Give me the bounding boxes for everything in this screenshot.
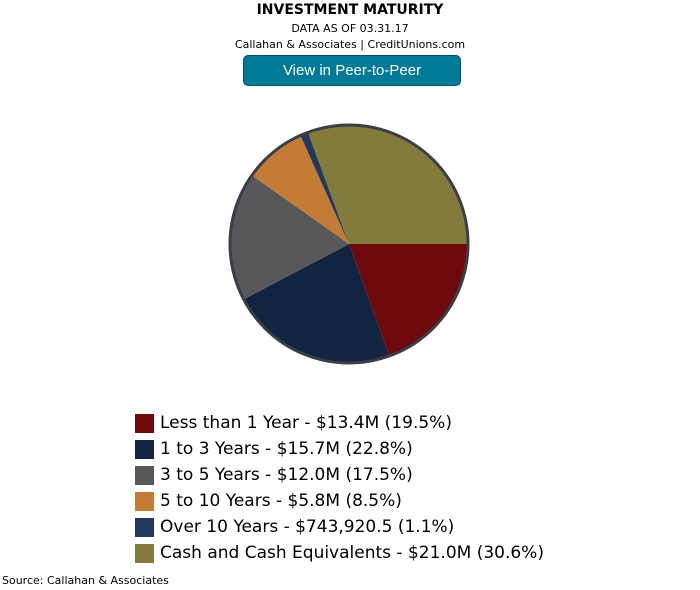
chart-title: INVESTMENT MATURITY <box>256 2 444 18</box>
legend-item-4: 5 to 10 Years - $5.8M (8.5%) <box>135 488 544 514</box>
pie-slice-2 <box>243 244 390 363</box>
legend-swatch <box>135 491 154 511</box>
pie-slice-6 <box>307 125 469 244</box>
pie-slice-1 <box>349 244 468 356</box>
credit-line: Callahan & Associates | CreditUnions.com <box>234 38 466 51</box>
legend-label: Less than 1 Year - $13.4M (19.5%) <box>160 413 452 433</box>
legend-item-2: 1 to 3 Years - $15.7M (22.8%) <box>135 436 544 462</box>
legend-swatch <box>135 439 154 459</box>
legend: Less than 1 Year - $13.4M (19.5%) 1 to 3 … <box>135 410 544 566</box>
legend-label: 1 to 3 Years - $15.7M (22.8%) <box>160 439 413 459</box>
legend-item-1: Less than 1 Year - $13.4M (19.5%) <box>135 410 544 436</box>
legend-swatch <box>135 543 154 563</box>
legend-item-5: Over 10 Years - $743,920.5 (1.1%) <box>135 514 544 540</box>
legend-swatch <box>135 465 154 485</box>
legend-swatch <box>135 517 154 537</box>
legend-swatch <box>135 413 154 433</box>
data-date: DATA AS OF 03.31.17 <box>291 22 409 35</box>
pie-slice-5 <box>300 132 349 244</box>
legend-item-3: 3 to 5 Years - $12.0M (17.5%) <box>135 462 544 488</box>
legend-label: 5 to 10 Years - $5.8M (8.5%) <box>160 491 402 511</box>
pie-chart <box>228 123 470 365</box>
legend-item-6: Cash and Cash Equivalents - $21.0M (30.6… <box>135 540 544 566</box>
pie-slice-4 <box>251 135 349 244</box>
view-peer-to-peer-button[interactable]: View in Peer-to-Peer <box>243 55 461 86</box>
legend-label: 3 to 5 Years - $12.0M (17.5%) <box>160 465 413 485</box>
pie-outline <box>228 123 470 365</box>
legend-label: Cash and Cash Equivalents - $21.0M (30.6… <box>160 543 544 563</box>
pie-slice-3 <box>230 175 349 300</box>
source-note: Source: Callahan & Associates <box>2 574 169 587</box>
legend-label: Over 10 Years - $743,920.5 (1.1%) <box>160 517 455 537</box>
